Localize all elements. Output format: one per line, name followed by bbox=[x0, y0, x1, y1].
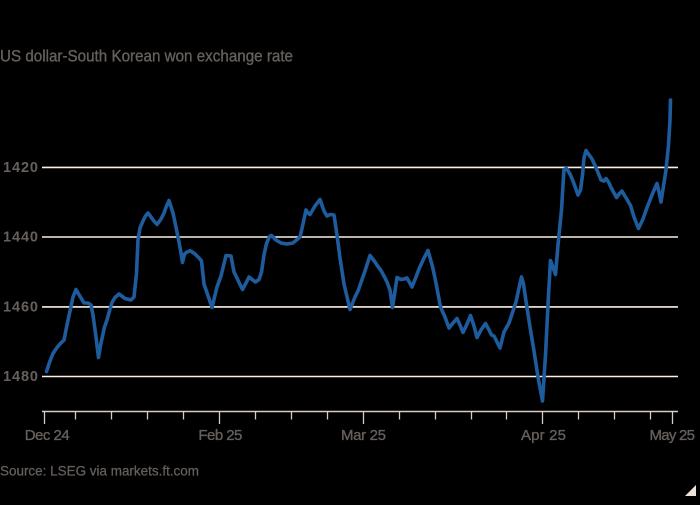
svg-text:Source: LSEG via markets.ft.co: Source: LSEG via markets.ft.com bbox=[0, 464, 199, 479]
svg-text:US dollar-South Korean won exc: US dollar-South Korean won exchange rate bbox=[0, 48, 293, 66]
svg-text:Feb 25: Feb 25 bbox=[198, 427, 242, 444]
svg-text:1480: 1480 bbox=[3, 369, 38, 385]
svg-text:1440: 1440 bbox=[3, 229, 38, 245]
svg-text:May 25: May 25 bbox=[649, 427, 695, 444]
svg-text:Dec 24: Dec 24 bbox=[25, 427, 70, 444]
svg-text:1460: 1460 bbox=[3, 299, 38, 315]
svg-text:Mar 25: Mar 25 bbox=[341, 427, 386, 444]
svg-text:Apr 25: Apr 25 bbox=[521, 427, 566, 444]
svg-text:1420: 1420 bbox=[3, 160, 38, 176]
